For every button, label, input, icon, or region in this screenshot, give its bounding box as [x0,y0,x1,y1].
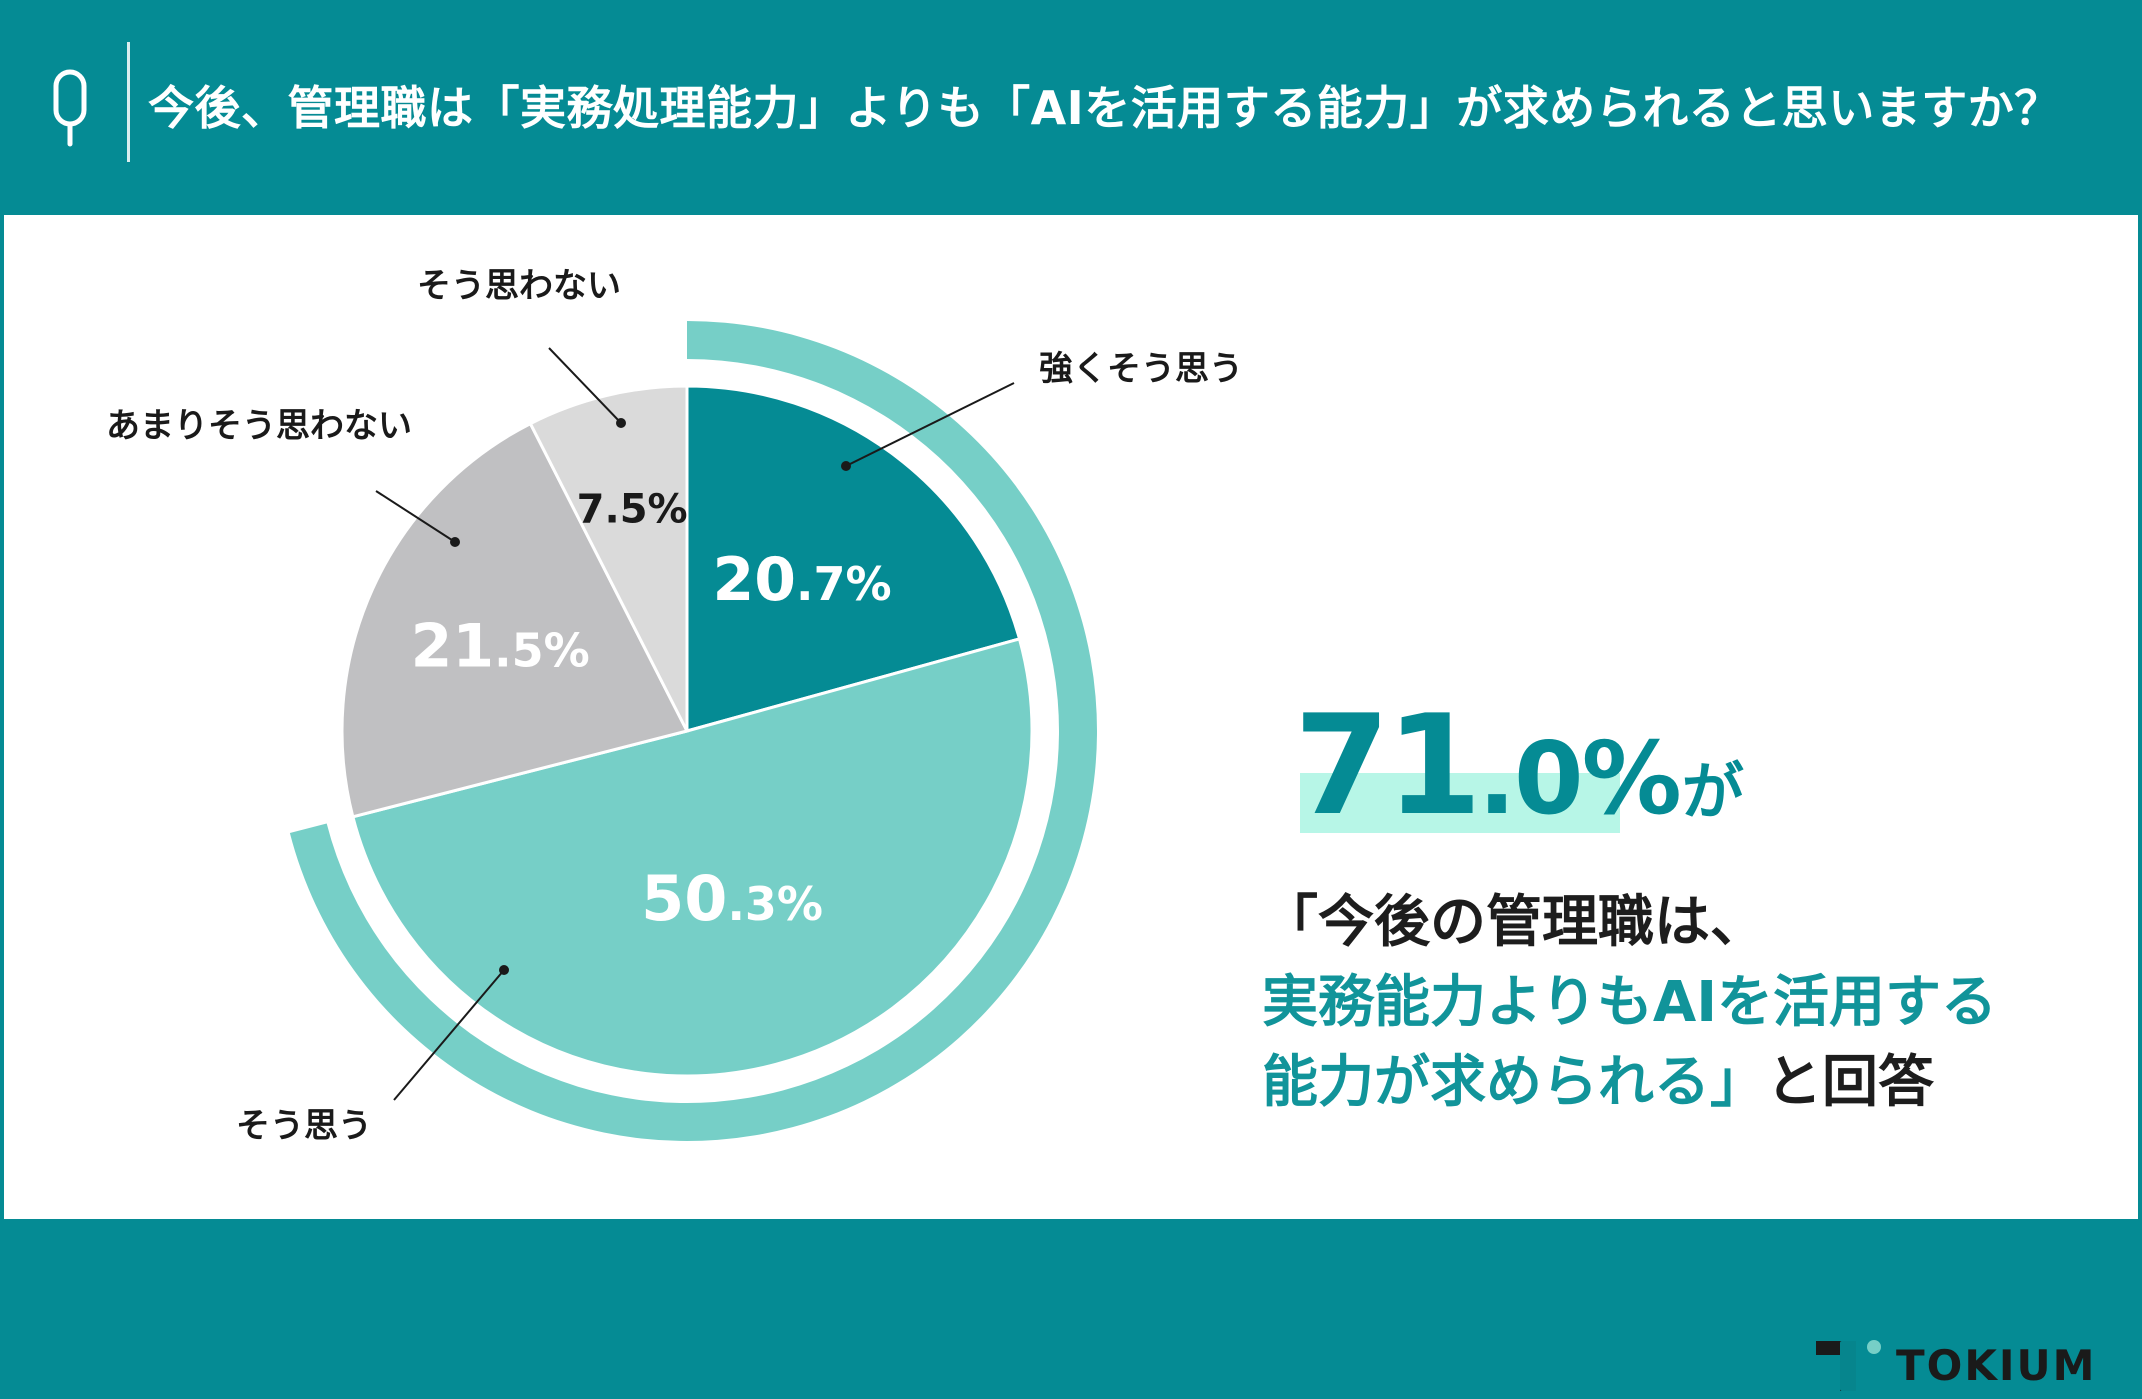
pie-slice [351,637,1034,1078]
slice-value-label: 7.5% [577,486,688,532]
header: 今後、管理職は「実務処理能力」よりも「AIを活用する能力」が求められると思います… [0,0,2142,215]
statement-line3: 能力が求められる」と回答 [1262,1043,2122,1123]
headline-number: 71.0%が [1294,685,1744,846]
slice-category-label: 強くそう思う [1039,349,1243,389]
headline-dec: .0 [1478,720,1584,837]
q-icon [53,69,87,147]
leader-dot [450,537,460,547]
statement-line1: 「今後の管理職は、 [1262,890,1766,955]
headline-pct: % [1581,720,1682,837]
statement-line2: 実務能力よりもAIを活用する [1262,970,1998,1035]
header-divider [127,42,130,162]
headline-stat: 71.0%が [1294,685,1794,846]
statement-line3-highlight: 能力が求められる」 [1262,1050,1766,1115]
question-title: 今後、管理職は「実務処理能力」よりも「AIを活用する能力」が求められると思います… [148,81,2061,135]
slice-category-label: そう思う [236,1106,372,1146]
slice-category-label: そう思わない [417,266,621,306]
headline-int: 71 [1294,685,1482,846]
headline-highlight-bar [1300,773,1620,833]
leader-dot [616,418,626,428]
logo-text: TOKIUM [1896,1341,2097,1390]
pie-slice [528,384,689,732]
slice-value-label: 21.5% [411,612,590,682]
statement: 「今後の管理職は、 実務能力よりもAIを活用する 能力が求められる」と回答 [1262,883,2122,1123]
logo-mark-icon [1816,1340,1881,1391]
leader-dot [499,965,509,975]
tokium-logo: TOKIUM [1816,1337,2096,1397]
slice-category-label: あまりそう思わない [106,406,412,446]
pie-slice [340,421,690,819]
slice-value-label: 50.3% [641,862,823,935]
leader-dot [841,461,851,471]
content-panel: 強くそう思うそう思う あまりそう思わない そう思わない 20.7% 50.3% 21.5… [4,215,2138,1391]
leader-line [845,382,1015,467]
pie-slice [685,384,1022,733]
slice-value-label: 20.7% [712,545,891,615]
leader-line [548,347,622,424]
headline-suffix: が [1681,755,1744,828]
leader-line [393,969,505,1101]
statement-line3-rest: と回答 [1766,1050,1934,1115]
leader-line [375,490,456,543]
